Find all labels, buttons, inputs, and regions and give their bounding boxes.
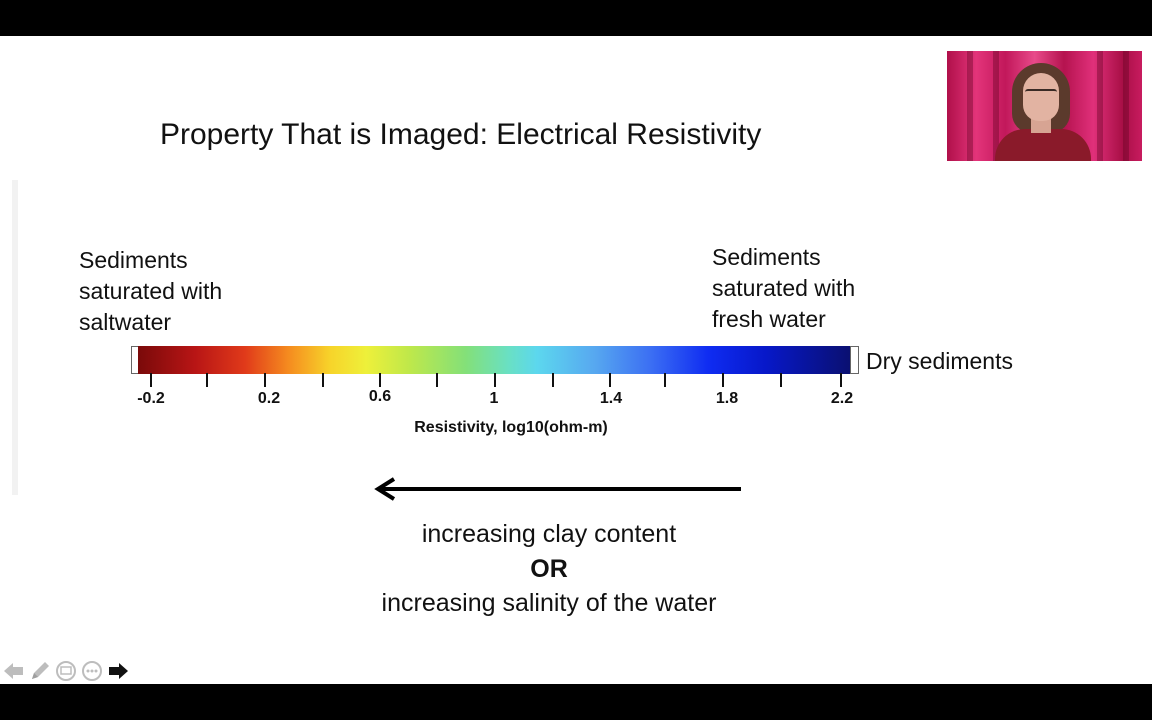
colorbar-gradient: [138, 346, 851, 374]
slides-icon[interactable]: [54, 659, 78, 683]
colorbar-tick: [206, 373, 208, 387]
colorbar-tick: [780, 373, 782, 387]
colorbar-axis-label: Resistivity, log10(ohm-m): [414, 419, 608, 436]
colorbar-tick-label: 1.4: [599, 390, 623, 407]
left-arrow-icon: [374, 477, 741, 501]
colorbar-tick-label: -0.2: [137, 390, 165, 407]
trend-line-salinity: increasing salinity of the water: [381, 589, 717, 617]
colorbar-tick: [379, 373, 381, 387]
dry-sediments-label: Dry sediments: [866, 348, 1013, 374]
left-description-line: saltwater: [79, 309, 172, 335]
colorbar-tick: [264, 373, 266, 387]
colorbar-tick-label: 0.2: [257, 390, 281, 407]
left-description: Sediments saturated with saltwater: [79, 245, 222, 338]
colorbar-tick: [150, 373, 152, 387]
more-icon[interactable]: [80, 659, 104, 683]
colorbar-high-end: [850, 346, 859, 374]
colorbar-tick: [664, 373, 666, 387]
right-description-line: saturated with: [712, 275, 856, 301]
colorbar-tick: [436, 373, 438, 387]
colorbar-tick: [609, 373, 611, 387]
colorbar-tick-label: 0.6: [368, 388, 392, 405]
slide-edge: [12, 180, 18, 495]
right-description: Sediments saturated with fresh water: [712, 242, 855, 335]
colorbar-tick-label: 1.8: [715, 390, 739, 407]
left-description-line: Sediments: [79, 247, 188, 273]
bottom-letterbox: [0, 684, 1152, 720]
colorbar-tick: [322, 373, 324, 387]
colorbar-tick: [552, 373, 554, 387]
colorbar-tick: [722, 373, 724, 387]
slide-title: Property That is Imaged: Electrical Resi…: [160, 118, 762, 151]
colorbar-tick: [494, 373, 496, 387]
trend-line-clay: increasing clay content: [421, 520, 677, 548]
colorbar-tick-label: 2.2: [830, 390, 854, 407]
pen-icon[interactable]: [28, 659, 52, 683]
back-arrow-icon[interactable]: [2, 659, 26, 683]
forward-arrow-icon[interactable]: [106, 659, 130, 683]
top-letterbox: [0, 0, 1152, 36]
resistivity-colorbar: [131, 346, 859, 374]
trend-or: OR: [530, 555, 568, 583]
right-description-line: Sediments: [712, 244, 821, 270]
colorbar-tick: [840, 373, 842, 387]
left-description-line: saturated with: [79, 278, 223, 304]
presenter-webcam: [947, 51, 1142, 161]
right-description-line: fresh water: [712, 306, 826, 332]
colorbar-tick-label: 1: [489, 390, 499, 407]
slideshow-controls: [2, 658, 130, 684]
